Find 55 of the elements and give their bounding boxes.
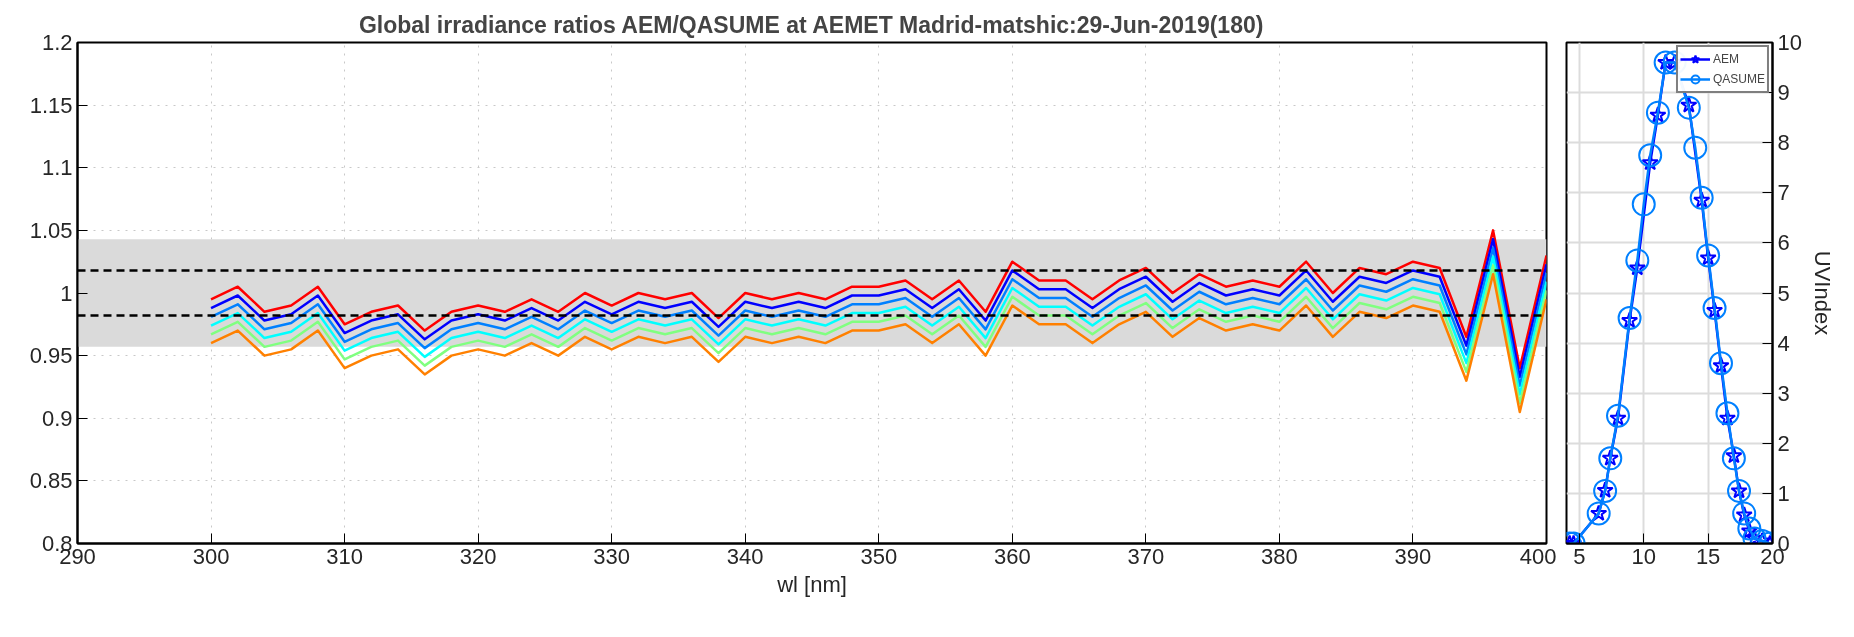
point xyxy=(1737,516,1762,541)
y-tick-label: 2 xyxy=(1777,430,1790,456)
point xyxy=(1702,296,1727,321)
x-tick-label: 15 xyxy=(1695,543,1721,569)
point xyxy=(1625,248,1650,273)
point xyxy=(1631,192,1656,217)
x-tick-label: 340 xyxy=(726,543,764,569)
x-tick-label: 330 xyxy=(593,543,631,569)
point xyxy=(1617,306,1642,331)
x-tick-label: 300 xyxy=(192,543,230,569)
point xyxy=(1606,403,1630,428)
point xyxy=(1638,143,1663,168)
point xyxy=(1709,351,1733,376)
x-tick-label: 360 xyxy=(993,543,1031,569)
point xyxy=(1598,446,1623,471)
y-tick-label: 1 xyxy=(1777,480,1790,506)
x-tick-label: 380 xyxy=(1261,543,1298,569)
x-tick-label: 10 xyxy=(1631,543,1656,569)
y-tick-label: 3 xyxy=(1777,380,1790,406)
y-tick-label: 1.05 xyxy=(29,217,73,243)
y-tick-label: 1 xyxy=(60,280,73,306)
x-tick-label: 400 xyxy=(1519,543,1557,569)
point xyxy=(1696,243,1721,268)
x-tick-label: 310 xyxy=(326,543,363,569)
x-tick-label: 390 xyxy=(1394,543,1432,569)
x-tick-label: 350 xyxy=(860,543,898,569)
point xyxy=(1683,135,1708,160)
y-tick-label: 0.85 xyxy=(29,468,73,494)
y-tick-label: 7 xyxy=(1777,180,1790,206)
y-tick-label: 1.1 xyxy=(41,155,73,181)
x-tick-label: 370 xyxy=(1127,543,1165,569)
point xyxy=(1645,100,1670,125)
y-tick-label: 4 xyxy=(1777,330,1790,356)
y-tick-label: 5 xyxy=(1777,280,1790,306)
legend-label: QASUME xyxy=(1712,72,1765,86)
point xyxy=(1721,446,1746,471)
point xyxy=(1715,401,1740,426)
point xyxy=(1586,501,1611,526)
y-tick-label: 1.15 xyxy=(29,92,73,118)
y-tick-label: 8 xyxy=(1777,130,1790,156)
y-axis-title: UVIndex xyxy=(1809,250,1835,336)
x-tick-label: 5 xyxy=(1573,543,1586,569)
x-tick-label: 320 xyxy=(459,543,497,569)
point xyxy=(1676,95,1701,120)
y-tick-label: 6 xyxy=(1777,230,1790,256)
point xyxy=(1593,478,1618,503)
legend-label: AEM xyxy=(1712,52,1739,66)
y-tick-label: 9 xyxy=(1777,80,1790,106)
y-tick-label: 0.9 xyxy=(41,405,73,431)
y-tick-label: 1.2 xyxy=(41,30,73,55)
chart-title: Global irradiance ratios AEM/QASUME at AEMET Madrid-matshic:29-Jun-2019(180) xyxy=(358,11,1264,38)
y-tick-label: 10 xyxy=(1777,30,1802,55)
point xyxy=(1689,185,1714,210)
x-axis-title: wl [nm] xyxy=(776,571,847,597)
y-tick-label: 0.95 xyxy=(29,343,73,369)
